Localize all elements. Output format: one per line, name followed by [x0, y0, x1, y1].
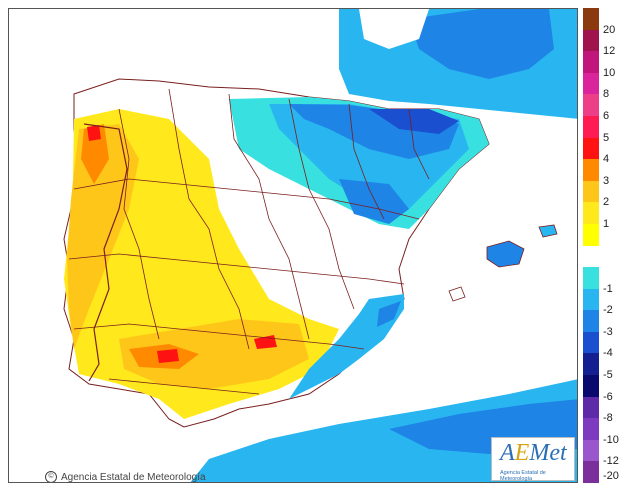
hot-galicia	[81, 124, 109, 184]
legend-tick-label: -8	[603, 412, 613, 425]
hotspot-galicia	[87, 125, 101, 141]
logo-wordmark: AEMet	[500, 440, 567, 466]
legend-swatch	[583, 223, 599, 246]
credit-text: Agencia Estatal de Meteorología	[61, 471, 206, 483]
hotspot-andalusia	[157, 349, 179, 363]
mallorca	[486, 240, 525, 268]
very-cold-pyrenees	[369, 109, 459, 134]
temperature-anomaly-map: © Agencia Estatal de Meteorología AEMet …	[8, 8, 578, 483]
map-canvas	[9, 9, 577, 482]
legend-tick-label: -12	[603, 455, 619, 468]
legend-swatch	[583, 375, 599, 398]
aemet-logo: AEMet Agencia Estatal de Meteorología	[491, 437, 575, 482]
legend-tick-label: 1	[603, 217, 610, 230]
cold-valencia	[377, 301, 401, 327]
legend-tick-label: 3	[603, 174, 610, 187]
legend-swatch	[583, 202, 599, 225]
legend-swatch	[583, 51, 599, 74]
legend-swatch	[583, 245, 599, 268]
legend-tick-label: 10	[603, 66, 616, 79]
legend-tick-label: -20	[603, 470, 619, 482]
cold-iberian-system	[339, 179, 409, 224]
legend-swatch	[583, 418, 599, 441]
legend-swatch	[583, 288, 599, 311]
province-borders	[68, 88, 430, 395]
credit: © Agencia Estatal de Meteorología	[45, 471, 206, 483]
legend-swatch	[583, 331, 599, 354]
legend-swatch	[583, 180, 599, 203]
legend-tick-label: -3	[603, 325, 613, 338]
logo-subtitle: Agencia Estatal de Meteorología	[500, 470, 546, 482]
legend-swatch	[583, 72, 599, 95]
legend-tick-label: 6	[603, 109, 610, 122]
menorca	[538, 224, 558, 238]
copyright-icon: ©	[45, 471, 57, 482]
color-legend: 20 12 10 8 6 5 4 3 2 1 -1 -2 -3 -4 -5 -6 -8 -10 -12 -20	[583, 8, 627, 484]
legend-swatch	[583, 267, 599, 290]
france-cold-core	[409, 9, 554, 79]
legend-swatch	[583, 461, 599, 484]
legend-swatch	[583, 310, 599, 333]
legend-tick-label: -10	[603, 433, 619, 446]
legend-tick-label: 20	[603, 23, 616, 36]
france-white-patch	[359, 9, 429, 49]
portugal-border	[83, 123, 128, 382]
legend-tick-label: 5	[603, 131, 610, 144]
legend-tick-label: 8	[603, 88, 610, 101]
legend-tick-label: -6	[603, 390, 613, 403]
legend-tick-label: 4	[603, 153, 610, 166]
legend-tick-label: 2	[603, 196, 610, 209]
legend-swatch	[583, 159, 599, 182]
legend-tick-label: -1	[603, 282, 613, 295]
legend-swatch	[583, 29, 599, 52]
warm-andalusia	[119, 319, 309, 389]
north-africa-region	[190, 379, 577, 482]
legend-tick-label: -4	[603, 347, 613, 360]
ibiza	[448, 286, 466, 302]
legend-swatch	[583, 115, 599, 139]
legend-swatch	[583, 396, 599, 419]
legend-tick-label: 12	[603, 45, 616, 58]
legend-swatch	[583, 137, 599, 160]
legend-tick-label: -5	[603, 369, 613, 382]
legend-swatch	[583, 353, 599, 376]
legend-swatch	[583, 439, 599, 462]
legend-tick-label: -2	[603, 304, 613, 317]
legend-swatch	[583, 94, 599, 117]
legend-swatch	[583, 8, 599, 31]
